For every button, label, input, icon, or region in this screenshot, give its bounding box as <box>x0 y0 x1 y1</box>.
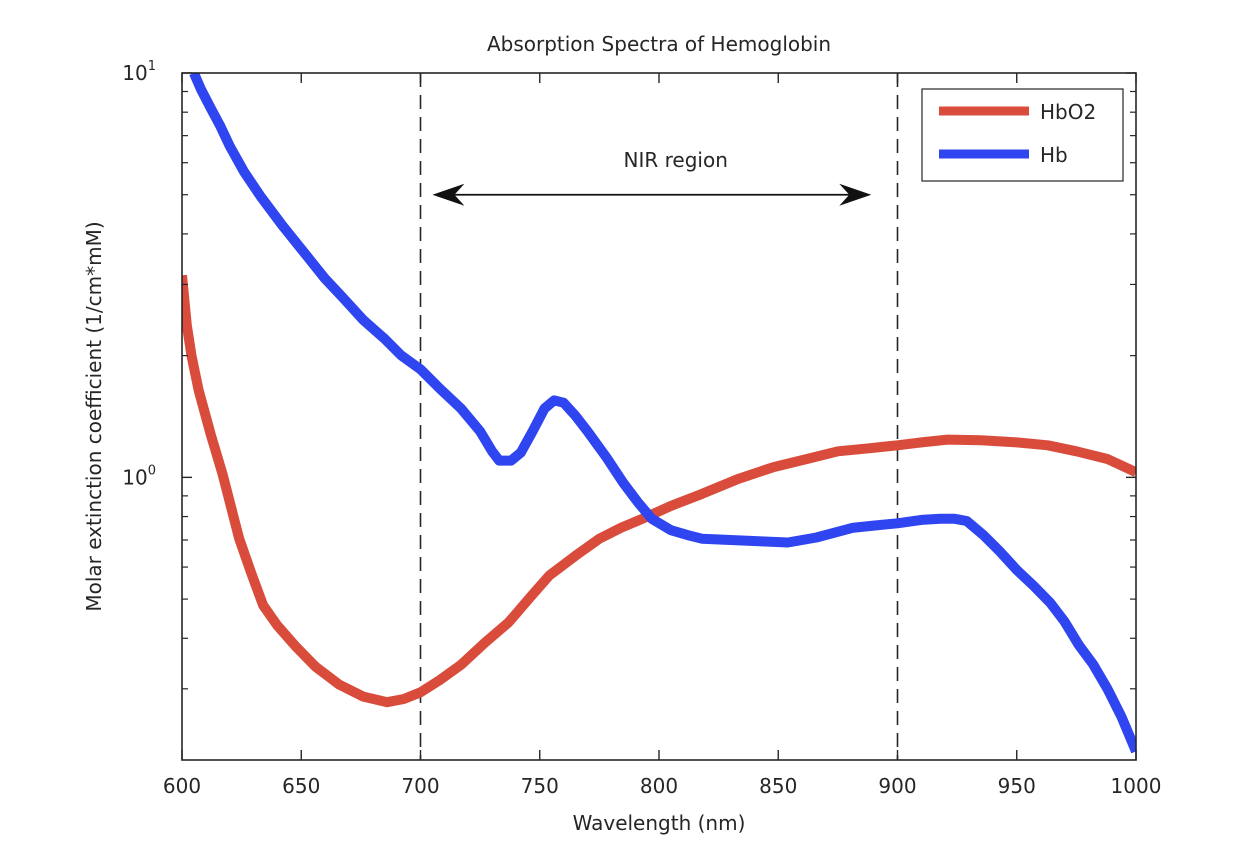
series-line-hb <box>189 73 1136 754</box>
nir-arrow-head-right <box>839 183 872 206</box>
x-tick-label-750: 750 <box>521 774 559 798</box>
x-tick-label-900: 900 <box>878 774 916 798</box>
plot-background <box>182 73 1136 760</box>
x-tick-label-850: 850 <box>759 774 797 798</box>
legend-label-hb: Hb <box>1040 143 1068 167</box>
legend-label-hbo2: HbO2 <box>1040 100 1096 124</box>
x-tick-label-1000: 1000 <box>1111 774 1162 798</box>
series-layer <box>182 73 1136 754</box>
legend-box <box>921 88 1124 182</box>
y-tick-label-1: 100 <box>122 463 156 489</box>
x-tick-label-650: 650 <box>282 774 320 798</box>
nir-arrow-head-left <box>432 183 465 206</box>
nir-region-label: NIR region <box>624 148 728 172</box>
x-axis-label: Wavelength (nm) <box>573 811 746 835</box>
series-line-hbo2 <box>182 274 1136 708</box>
plot-area <box>182 73 1136 760</box>
legend: HbO2 Hb <box>921 88 1124 182</box>
x-tick-label-800: 800 <box>640 774 678 798</box>
y-axis-label: Molar extinction coefficient (1/cm*mM) <box>82 221 106 611</box>
annotations: NIR region <box>432 148 872 206</box>
axes: 600 650 700 750 800 850 900 950 1000 100 101 <box>122 59 1161 798</box>
chart-title: Absorption Spectra of Hemoglobin <box>487 32 831 56</box>
x-tick-label-600: 600 <box>163 774 201 798</box>
x-tick-label-700: 700 <box>401 774 439 798</box>
y-tick-label-10: 101 <box>122 59 156 85</box>
x-tick-label-950: 950 <box>998 774 1036 798</box>
reference-lines <box>419 73 899 760</box>
